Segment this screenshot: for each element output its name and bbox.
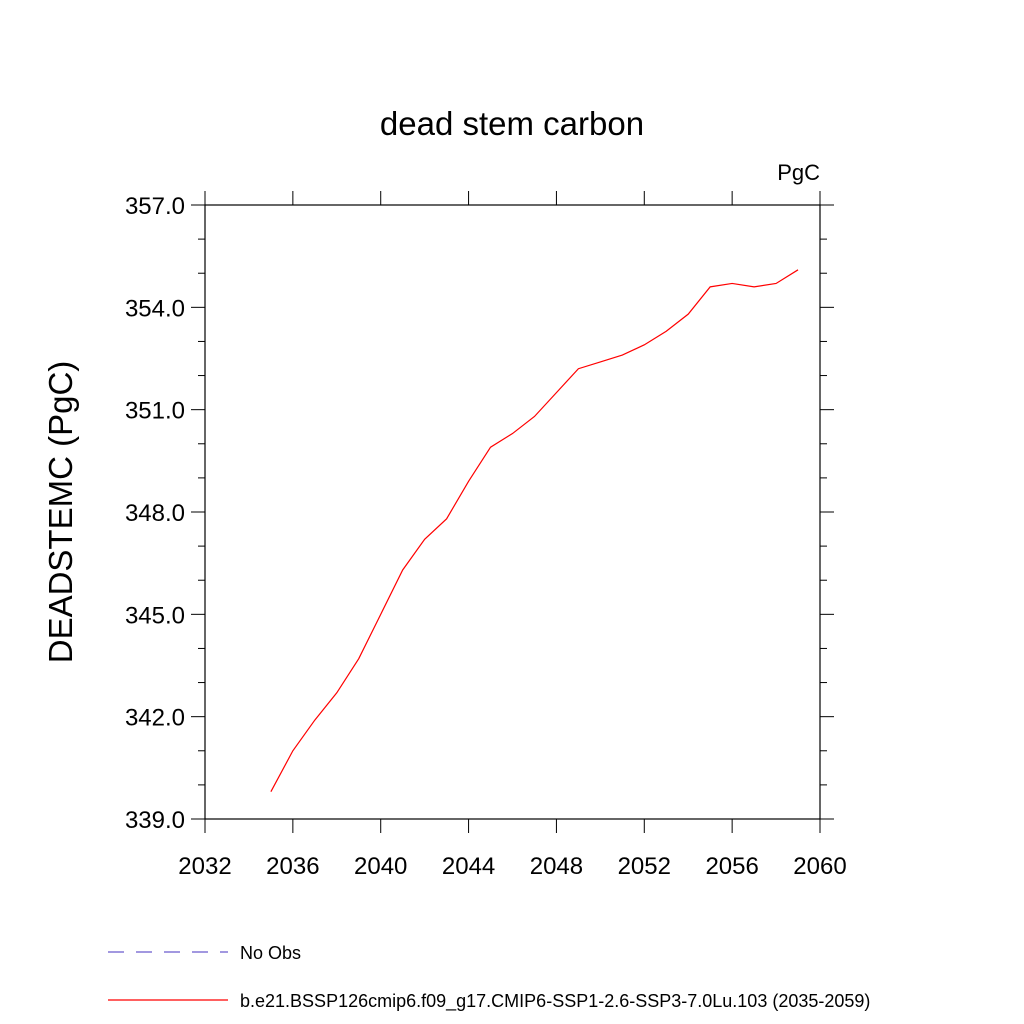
axis-tick-labels: 2032 2036 2040 2044 2048 2052 2056 2060 339.0 342…: [125, 193, 847, 880]
plot-frame: [204, 204, 821, 820]
x-tick-label: 2040: [354, 853, 407, 880]
y-tick-label: 342.0: [125, 705, 185, 732]
x-tick-label: 2060: [793, 853, 846, 880]
y-axis-label: DEADSTEMC (PgC): [42, 361, 79, 664]
x-tick-label: 2032: [178, 853, 231, 880]
legend-label-1: b.e21.BSSP126cmip6.f09_g17.CMIP6-SSP1-2.…: [240, 991, 870, 1012]
y-tick-label: 357.0: [125, 193, 185, 220]
legend-label-0: No Obs: [240, 943, 301, 963]
x-tick-label: 2048: [530, 853, 583, 880]
x-tick-label: 2052: [618, 853, 671, 880]
chart-title: dead stem carbon: [380, 105, 644, 142]
x-tick-label: 2036: [266, 853, 319, 880]
y-tick-label: 345.0: [125, 602, 185, 629]
y-tick-label: 339.0: [125, 807, 185, 834]
x-tick-label: 2044: [442, 853, 495, 880]
series-line-0: [270, 269, 799, 792]
y-tick-label: 348.0: [125, 500, 185, 527]
x-tick-label: 2056: [705, 853, 758, 880]
y-tick-label: 354.0: [125, 295, 185, 322]
series-group: [270, 269, 799, 792]
units-label: PgC: [777, 160, 820, 185]
y-tick-label: 351.0: [125, 398, 185, 425]
legend: No Obs b.e21.BSSP126cmip6.f09_g17.CMIP6-S…: [108, 943, 870, 1012]
axis-ticks: [191, 191, 834, 833]
